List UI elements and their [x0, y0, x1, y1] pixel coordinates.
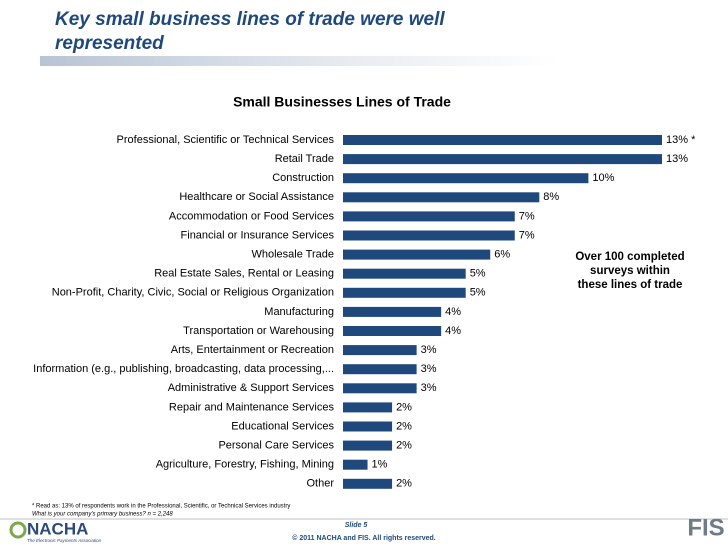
category-label: Other — [306, 478, 334, 490]
footnote: What is your company's primary business?… — [32, 512, 173, 518]
bar — [343, 211, 515, 222]
chart-title: Small Businesses Lines of Trade — [233, 94, 451, 110]
slide-title: Key small business lines of trade were w… — [55, 9, 445, 30]
slide-number: Slide 5 — [345, 522, 368, 529]
annotation: surveys within — [590, 265, 670, 277]
category-label: Wholesale Trade — [251, 249, 334, 261]
bar — [343, 287, 466, 298]
bar — [343, 364, 417, 375]
value-label: 2% — [396, 401, 412, 413]
value-label: 2% — [396, 420, 412, 432]
category-label: Retail Trade — [275, 153, 334, 165]
footnote: * Read as: 13% of respondents work in th… — [32, 504, 290, 510]
bar — [343, 268, 466, 279]
bar — [343, 326, 442, 336]
bar — [343, 459, 368, 470]
category-label: Arts, Entertainment or Recreation — [171, 344, 334, 356]
bar — [343, 135, 662, 145]
bar — [343, 402, 393, 413]
category-label: Non-Profit, Charity, Civic, Social or Re… — [52, 287, 334, 299]
category-label: Real Estate Sales, Rental or Leasing — [154, 268, 334, 280]
value-label: 1% — [372, 459, 388, 471]
logo-left: NACHA — [27, 519, 88, 538]
value-label: 10% — [592, 172, 614, 184]
category-label: Repair and Maintenance Services — [169, 401, 335, 413]
value-label: 4% — [445, 325, 461, 337]
value-label: 5% — [470, 287, 486, 299]
logo-tagline: The Electronic Payments Association — [27, 538, 102, 543]
bar — [343, 478, 393, 489]
slide-title: represented — [55, 33, 164, 54]
category-label: Educational Services — [231, 420, 334, 432]
category-label: Construction — [272, 172, 334, 184]
value-label: 3% — [421, 363, 437, 375]
bar — [343, 192, 540, 203]
bar — [343, 230, 515, 241]
value-label: 3% — [421, 344, 437, 356]
category-label: Healthcare or Social Assistance — [179, 191, 334, 203]
bar — [343, 345, 417, 356]
copyright: © 2011 NACHA and FIS. All rights reserve… — [292, 534, 436, 542]
value-label: 3% — [421, 382, 437, 394]
value-label: 2% — [396, 440, 412, 452]
category-label: Manufacturing — [264, 306, 334, 318]
bar — [343, 173, 589, 184]
value-label: 6% — [494, 249, 510, 261]
logo-mark — [9, 521, 27, 539]
category-label: Accommodation or Food Services — [169, 210, 335, 222]
bar — [343, 306, 442, 317]
category-label: Financial or Insurance Services — [181, 229, 335, 241]
category-label: Information (e.g., publishing, broadcast… — [33, 363, 334, 375]
value-label: 2% — [396, 478, 412, 490]
logo-right: FIS — [687, 514, 724, 541]
category-label: Transportation or Warehousing — [183, 325, 334, 337]
header-band — [40, 56, 560, 66]
category-label: Professional, Scientific or Technical Se… — [117, 134, 335, 146]
category-label: Administrative & Support Services — [168, 382, 335, 394]
value-label: 13% — [666, 153, 688, 165]
category-label: Agriculture, Forestry, Fishing, Mining — [156, 459, 334, 471]
value-label: 8% — [543, 191, 559, 203]
category-label: Personal Care Services — [218, 440, 334, 452]
bar — [343, 421, 393, 432]
annotation: Over 100 completed — [575, 251, 684, 263]
bar — [343, 440, 393, 451]
value-label: 5% — [470, 268, 486, 280]
value-label: 7% — [519, 210, 535, 222]
bar — [343, 383, 417, 394]
value-label: 7% — [519, 229, 535, 241]
bar — [343, 249, 491, 260]
value-label: 13% * — [666, 134, 696, 146]
annotation: these lines of trade — [578, 279, 683, 291]
value-label: 4% — [445, 306, 461, 318]
bar — [343, 154, 662, 165]
